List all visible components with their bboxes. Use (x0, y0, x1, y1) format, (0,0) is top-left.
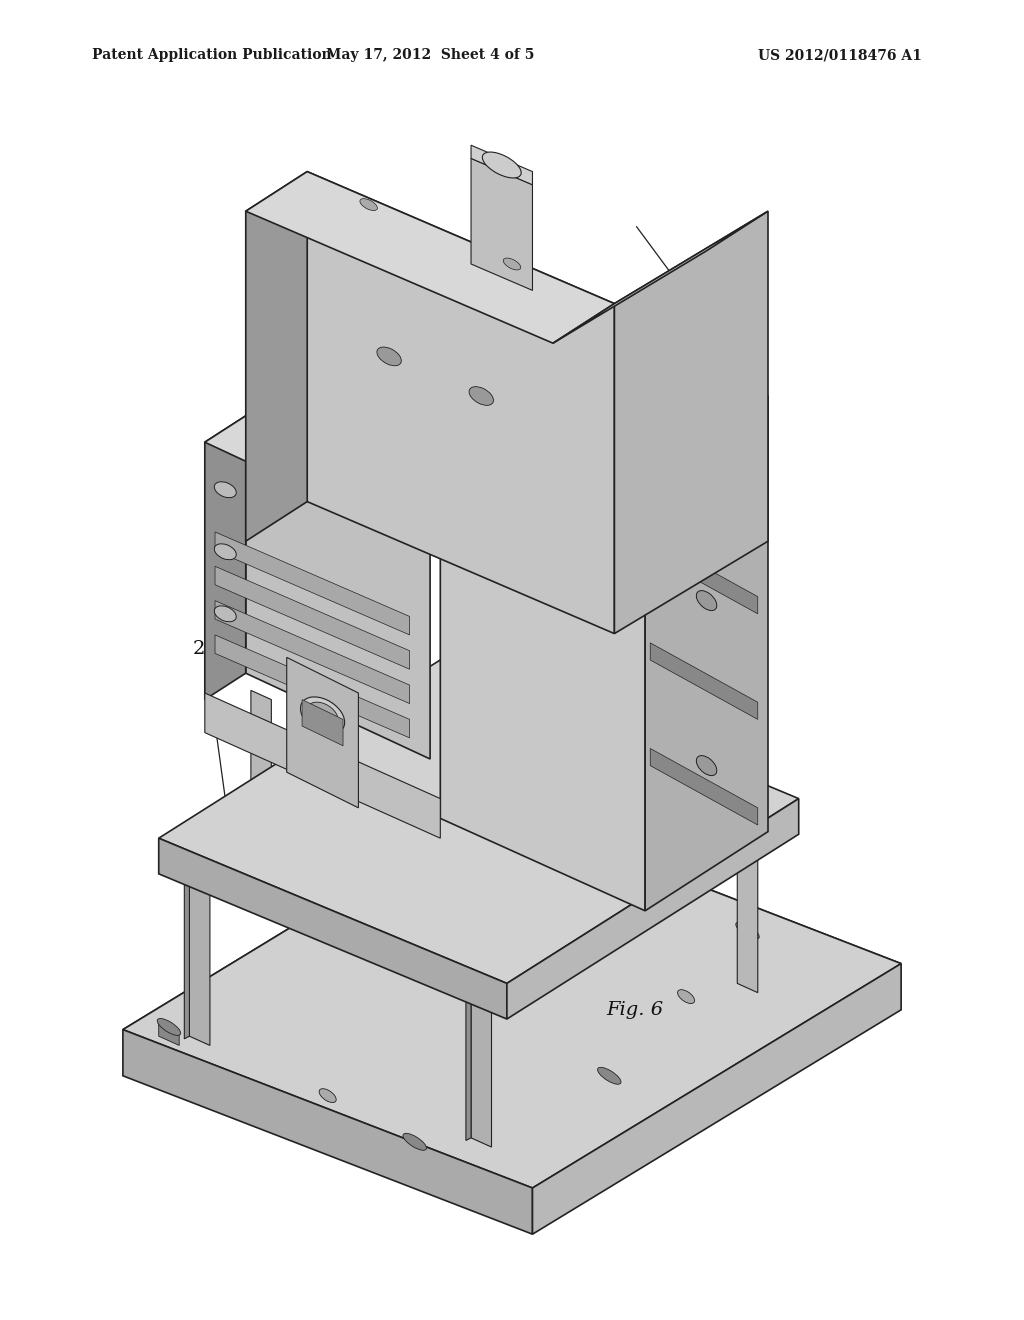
Polygon shape (440, 383, 645, 911)
Ellipse shape (696, 590, 717, 611)
Polygon shape (159, 838, 507, 1019)
Polygon shape (215, 601, 410, 704)
Text: 1: 1 (472, 220, 493, 267)
Ellipse shape (678, 990, 694, 1003)
Polygon shape (159, 653, 799, 983)
Ellipse shape (365, 785, 393, 812)
Ellipse shape (736, 923, 759, 939)
Polygon shape (246, 172, 614, 343)
Ellipse shape (403, 1134, 426, 1150)
Ellipse shape (482, 152, 521, 178)
Polygon shape (302, 700, 343, 746)
Polygon shape (650, 643, 758, 719)
Polygon shape (466, 957, 471, 1140)
Text: 24: 24 (249, 593, 311, 677)
Polygon shape (471, 158, 532, 290)
Ellipse shape (359, 198, 378, 211)
Polygon shape (123, 805, 901, 1188)
Polygon shape (737, 809, 758, 993)
Ellipse shape (214, 606, 237, 622)
Ellipse shape (307, 702, 338, 729)
Polygon shape (471, 145, 532, 185)
Polygon shape (307, 172, 614, 634)
Polygon shape (614, 211, 768, 634)
Polygon shape (645, 396, 768, 911)
Polygon shape (215, 532, 410, 635)
Text: 25: 25 (193, 640, 225, 796)
Ellipse shape (598, 1068, 621, 1084)
Ellipse shape (214, 544, 237, 560)
Polygon shape (189, 849, 210, 1045)
Text: US 2012/0118476 A1: US 2012/0118476 A1 (758, 49, 922, 62)
Text: Fig. 6: Fig. 6 (606, 1001, 664, 1019)
Polygon shape (246, 172, 307, 541)
Polygon shape (251, 690, 271, 874)
Ellipse shape (214, 482, 237, 498)
Ellipse shape (158, 1019, 180, 1035)
Polygon shape (205, 416, 430, 528)
Ellipse shape (319, 1089, 336, 1102)
Polygon shape (123, 1030, 532, 1234)
Text: 13: 13 (274, 268, 307, 446)
Polygon shape (471, 957, 492, 1147)
Polygon shape (553, 211, 768, 343)
Text: Patent Application Publication: Patent Application Publication (92, 49, 332, 62)
Polygon shape (215, 566, 410, 669)
Text: 7: 7 (637, 227, 702, 317)
Polygon shape (246, 416, 430, 759)
Polygon shape (205, 416, 246, 700)
Ellipse shape (696, 755, 717, 776)
Text: 23: 23 (596, 499, 678, 560)
Polygon shape (184, 849, 189, 1039)
Polygon shape (440, 304, 768, 475)
Polygon shape (215, 635, 410, 738)
Ellipse shape (300, 697, 345, 734)
Ellipse shape (377, 347, 401, 366)
Ellipse shape (503, 257, 521, 271)
Polygon shape (532, 964, 901, 1234)
Polygon shape (205, 693, 440, 838)
Polygon shape (159, 1020, 179, 1045)
Polygon shape (650, 537, 758, 614)
Ellipse shape (469, 387, 494, 405)
Polygon shape (650, 748, 758, 825)
Text: May 17, 2012  Sheet 4 of 5: May 17, 2012 Sheet 4 of 5 (326, 49, 535, 62)
Polygon shape (287, 657, 358, 808)
Polygon shape (507, 799, 799, 1019)
Polygon shape (123, 805, 901, 1188)
